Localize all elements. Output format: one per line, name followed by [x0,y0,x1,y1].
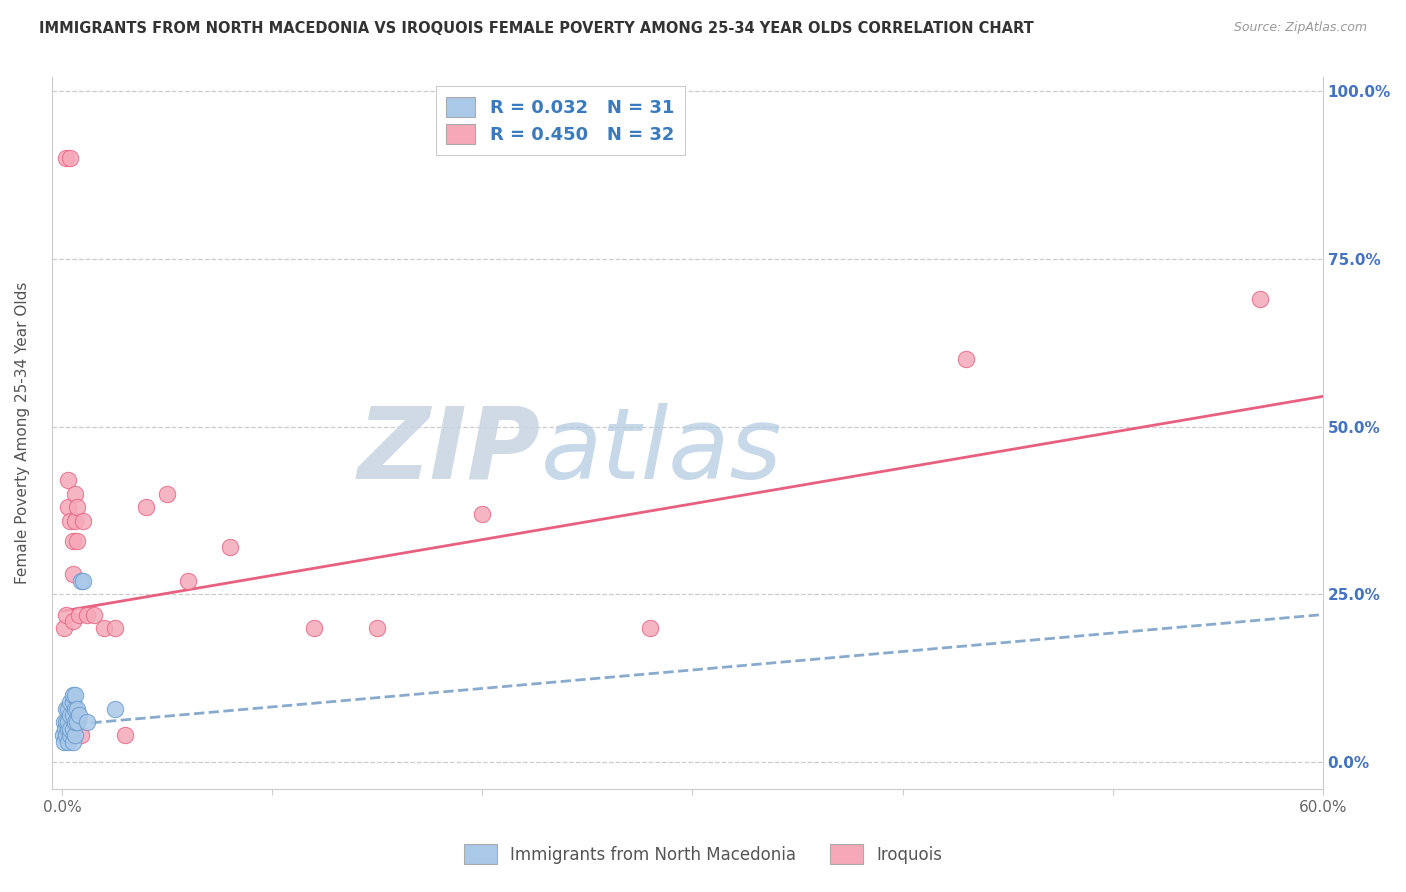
Text: atlas: atlas [541,402,783,500]
Point [66,701,89,715]
Point [63,486,86,500]
Point [55,607,77,622]
Point [70,574,93,588]
Point [156,486,179,500]
Point [53,714,76,729]
Point [955,352,977,367]
Point [67,708,90,723]
Point [59,722,82,736]
Point [76,607,98,622]
Point [66,500,89,515]
Point [62,533,84,548]
Point [219,541,242,555]
Point [62,567,84,582]
Point [59,151,82,165]
Point [302,621,325,635]
Point [63,688,86,702]
Point [62,695,84,709]
Point [76,714,98,729]
Point [55,728,77,742]
Point [55,714,77,729]
Point [103,621,125,635]
Legend: R = 0.032   N = 31, R = 0.450   N = 32: R = 0.032 N = 31, R = 0.450 N = 32 [436,87,685,155]
Point [53,621,76,635]
Point [58,722,80,736]
Y-axis label: Female Poverty Among 25-34 Year Olds: Female Poverty Among 25-34 Year Olds [15,282,30,584]
Point [58,473,80,487]
Point [72,514,94,528]
Point [177,574,200,588]
Point [72,574,94,588]
Text: Source: ZipAtlas.com: Source: ZipAtlas.com [1233,21,1367,35]
Point [59,695,82,709]
Point [70,728,93,742]
Point [62,688,84,702]
Point [53,722,76,736]
Point [59,708,82,723]
Point [58,714,80,729]
Point [62,708,84,723]
Point [63,701,86,715]
Text: IMMIGRANTS FROM NORTH MACEDONIA VS IROQUOIS FEMALE POVERTY AMONG 25-34 YEAR OLDS: IMMIGRANTS FROM NORTH MACEDONIA VS IROQU… [39,21,1035,37]
Point [63,728,86,742]
Point [52,728,75,742]
Point [66,714,89,729]
Point [63,514,86,528]
Point [471,507,494,521]
Point [366,621,388,635]
Point [58,500,80,515]
Point [55,701,77,715]
Point [66,533,89,548]
Point [59,728,82,742]
Point [55,151,77,165]
Point [103,701,125,715]
Point [135,500,157,515]
Point [114,728,136,742]
Point [83,607,105,622]
Point [62,722,84,736]
Point [62,615,84,629]
Point [640,621,662,635]
Point [1249,292,1271,306]
Point [58,735,80,749]
Point [58,701,80,715]
Point [67,607,90,622]
Legend: Immigrants from North Macedonia, Iroquois: Immigrants from North Macedonia, Iroquoi… [457,838,949,871]
Text: ZIP: ZIP [359,402,541,500]
Point [59,514,82,528]
Point [63,714,86,729]
Point [62,735,84,749]
Point [53,735,76,749]
Point [93,621,115,635]
